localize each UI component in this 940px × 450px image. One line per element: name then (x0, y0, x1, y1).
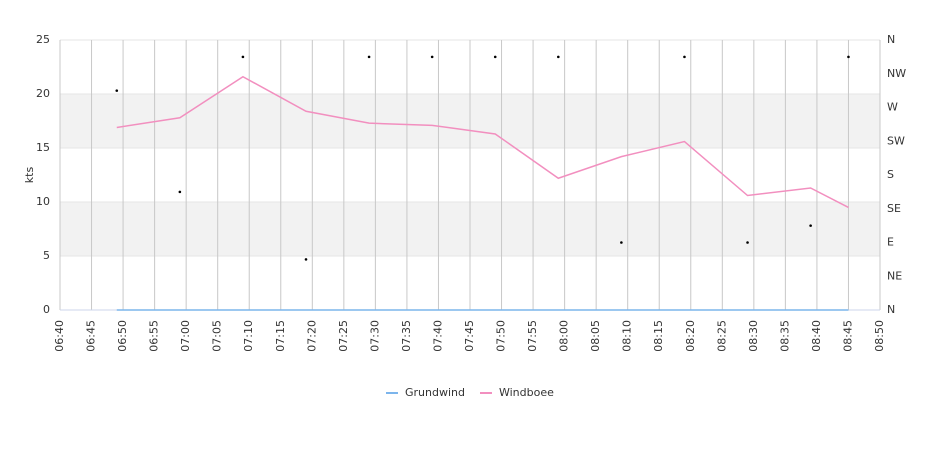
x-tick-label: 08:00 (558, 320, 571, 352)
direction-marker (557, 55, 560, 59)
x-tick-label: 06:55 (148, 320, 161, 352)
y2-tick-label: SE (887, 202, 901, 215)
y-tick-label: 10 (36, 195, 50, 208)
x-tick-label: 07:25 (337, 320, 350, 352)
y2-tick-label: W (887, 101, 898, 114)
direction-marker (178, 190, 182, 194)
y2-tick-label: NW (887, 67, 906, 80)
direction-marker (847, 55, 850, 59)
x-tick-label: 07:55 (526, 320, 539, 352)
y2-tick-label: SW (887, 134, 905, 147)
y2-tick-label: N (887, 33, 895, 46)
direction-marker (809, 224, 812, 227)
direction-marker (620, 241, 623, 244)
direction-marker (746, 241, 749, 244)
x-tick-label: 08:20 (684, 320, 697, 352)
y-axis-label: kts (23, 167, 36, 184)
x-tick-label: 07:00 (179, 320, 192, 352)
direction-marker (430, 55, 434, 59)
x-tick-label: 06:50 (116, 320, 129, 352)
y-tick-label: 15 (36, 141, 50, 154)
y-tick-label: 25 (36, 33, 50, 46)
legend-label: Grundwind (405, 386, 465, 399)
x-tick-label: 08:15 (652, 320, 665, 352)
y-tick-label: 0 (43, 303, 50, 316)
direction-marker (304, 258, 308, 261)
y2-tick-label: NE (887, 269, 902, 282)
direction-marker (493, 55, 497, 59)
direction-marker (241, 55, 245, 59)
x-tick-label: 08:10 (621, 320, 634, 352)
x-tick-label: 07:35 (400, 320, 413, 352)
x-tick-label: 08:25 (715, 320, 728, 352)
x-tick-label: 08:50 (873, 320, 886, 352)
x-tick-label: 08:30 (747, 320, 760, 352)
y2-tick-label: S (887, 168, 894, 181)
x-tick-label: 08:05 (589, 320, 602, 352)
x-tick-label: 07:20 (305, 320, 318, 352)
x-tick-label: 07:40 (431, 320, 444, 352)
y-tick-label: 5 (43, 249, 50, 262)
direction-marker (115, 89, 119, 92)
x-tick-label: 07:15 (274, 320, 287, 352)
x-tick-label: 08:45 (841, 320, 854, 352)
x-tick-label: 07:30 (368, 320, 381, 352)
x-tick-label: 07:10 (242, 320, 255, 352)
y2-tick-label: N (887, 303, 895, 316)
y2-tick-label: E (887, 236, 894, 249)
legend-label: Windboee (499, 386, 554, 399)
x-tick-label: 06:45 (85, 320, 98, 352)
legend: Grundwind Windboee (386, 386, 554, 399)
y-tick-label: 20 (36, 87, 50, 100)
series-line (116, 75, 849, 209)
x-tick-label: 06:40 (53, 320, 66, 352)
direction-marker (683, 55, 686, 59)
x-tick-label: 07:45 (463, 320, 476, 352)
x-tick-label: 07:50 (495, 320, 508, 352)
direction-marker (367, 55, 371, 59)
x-tick-label: 08:40 (810, 320, 823, 352)
x-tick-label: 07:05 (211, 320, 224, 352)
x-tick-label: 08:35 (778, 320, 791, 352)
